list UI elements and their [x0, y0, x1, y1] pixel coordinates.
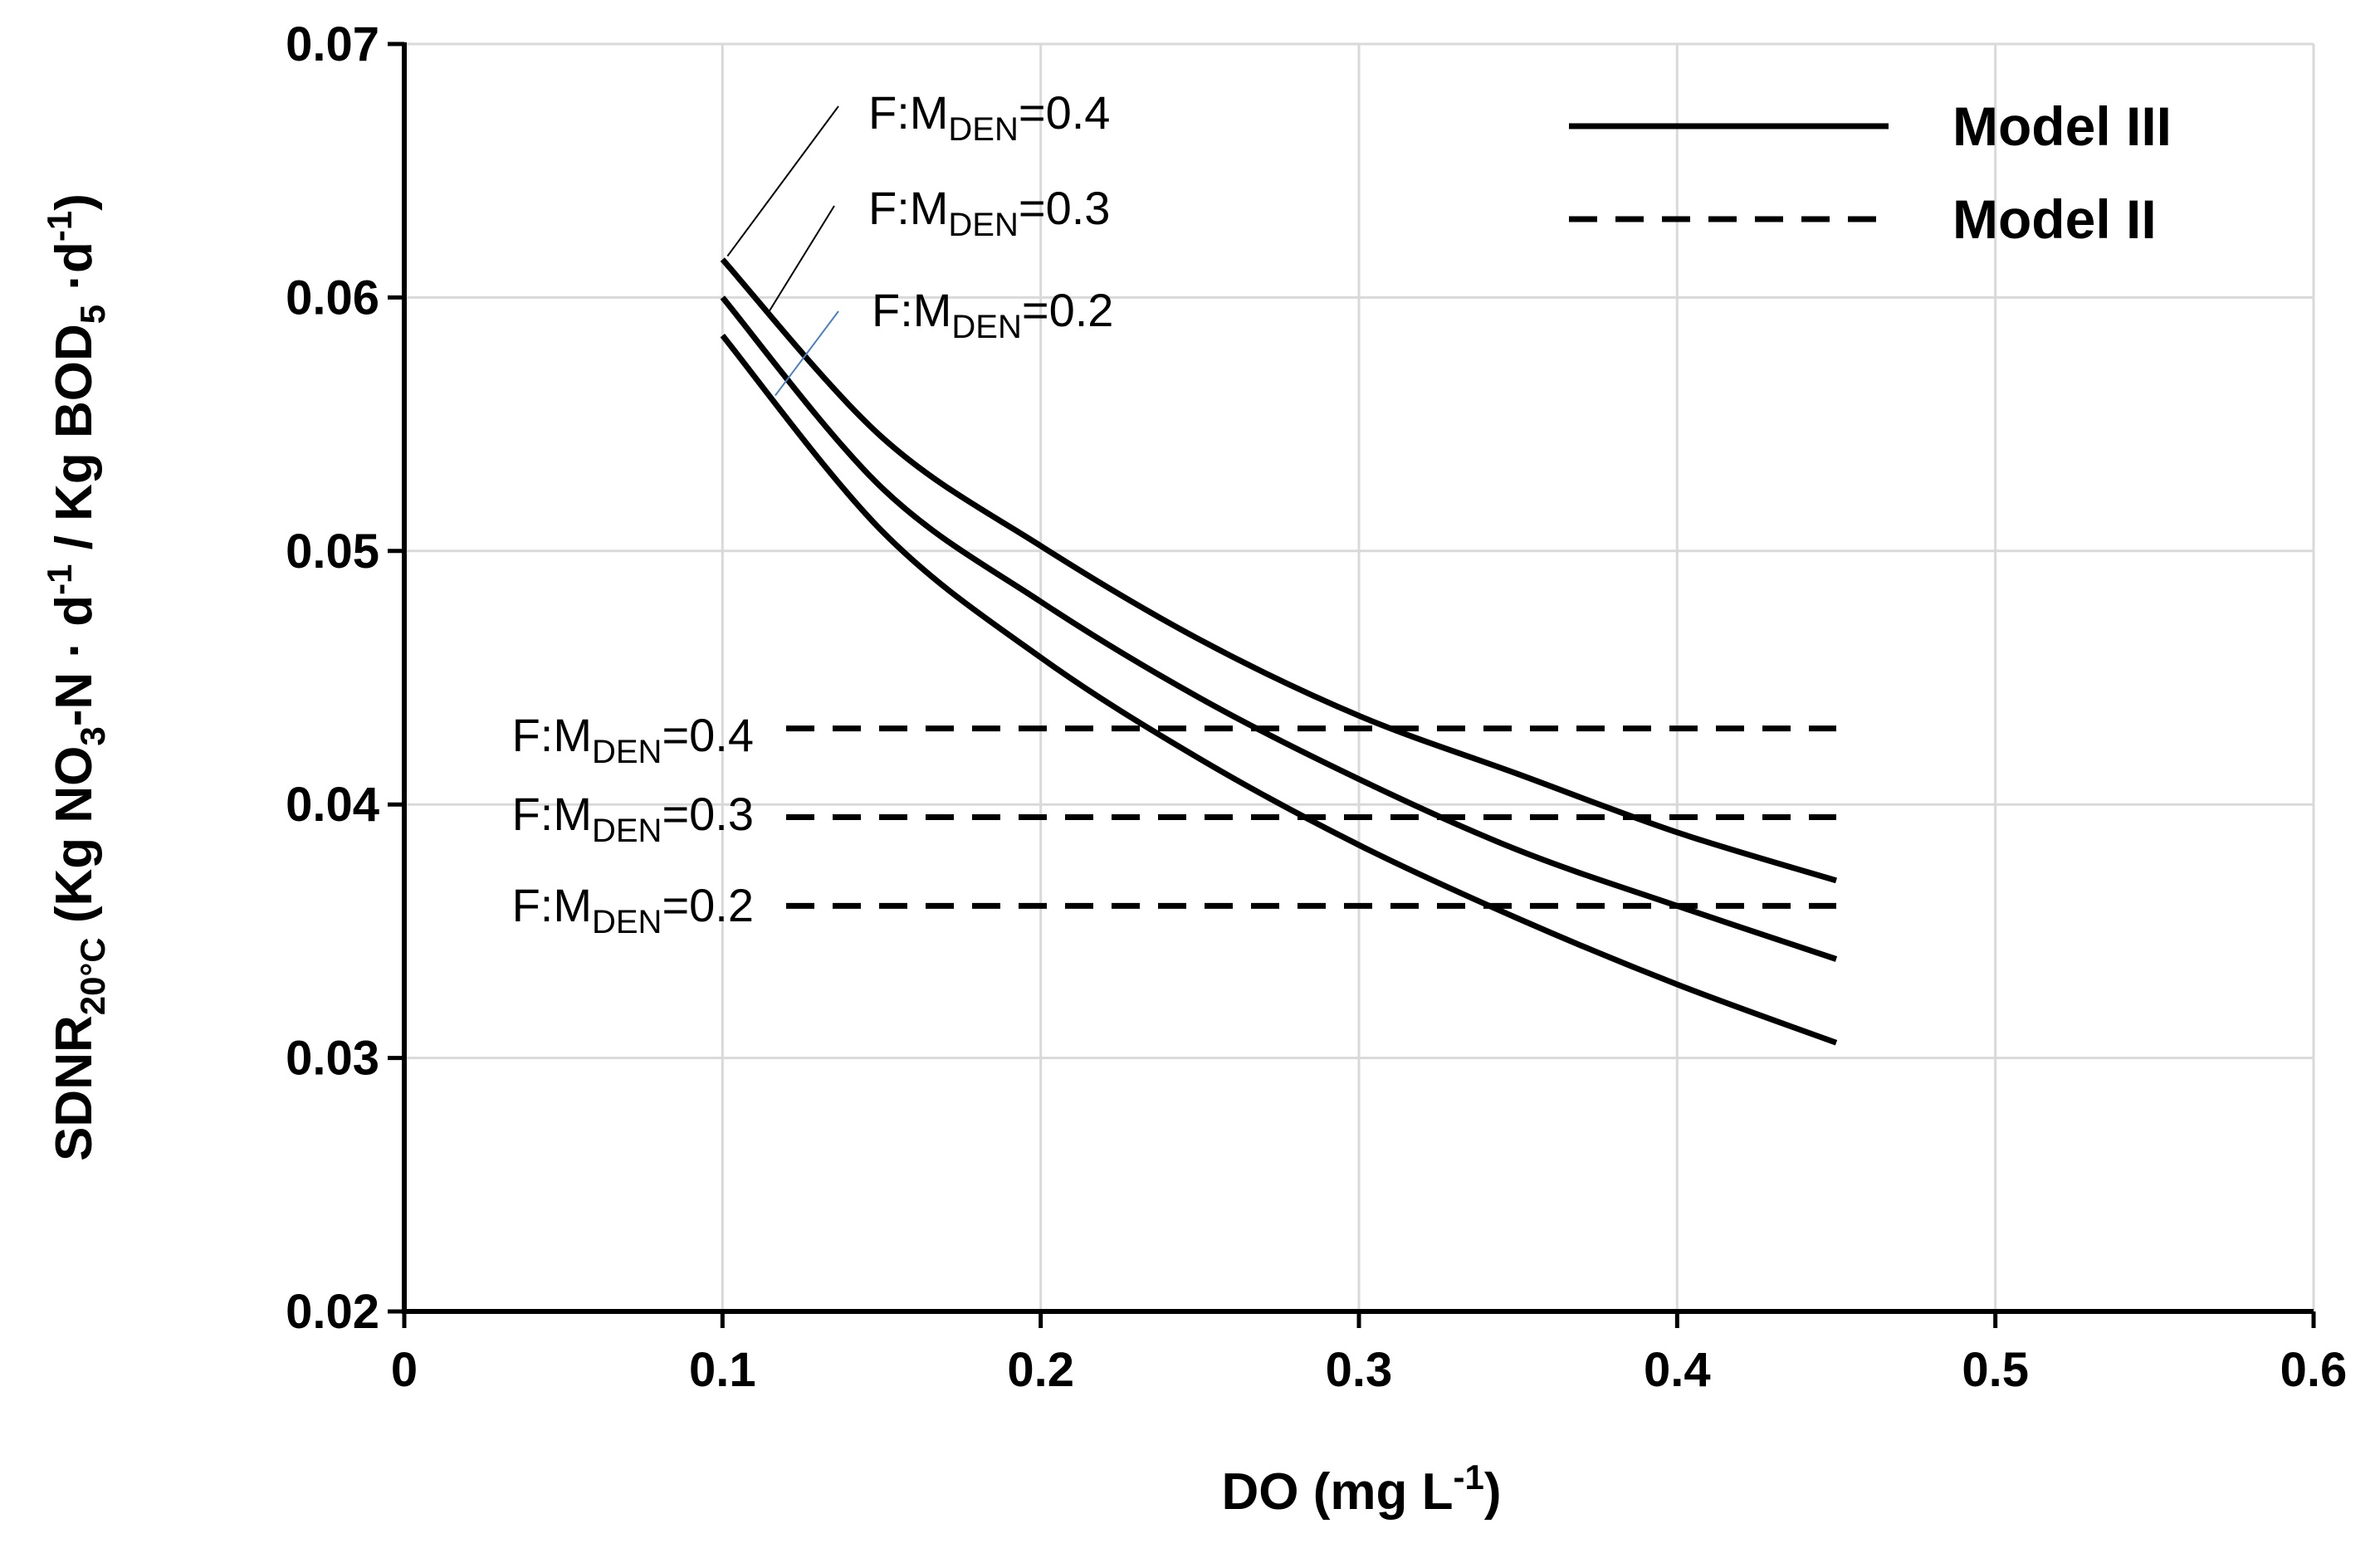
annotation-label-main: F:M: [512, 709, 592, 761]
annotation-label-sub: DEN: [592, 904, 662, 940]
axis-titles: DO (mg L-1)SDNR20°C (Kg NO3-N · d-1 / Kg…: [40, 193, 1502, 1521]
y-axis-title-sup: -1: [40, 564, 79, 595]
y-axis-title-sub: 5: [73, 305, 112, 324]
y-tick-label: 0.06: [286, 271, 379, 325]
x-axis-title-sup: -1: [1453, 1458, 1483, 1497]
annotation-leader: [775, 310, 839, 397]
annotation-label-sub: DEN: [592, 734, 662, 770]
legend: Model III Model II: [1569, 95, 2172, 250]
y-tick-label: 0.07: [286, 17, 379, 71]
annotation-label-main: F:M: [868, 182, 948, 234]
annotation-leader: [768, 205, 835, 313]
annotation-label-value: =0.3: [662, 788, 754, 840]
legend-label: Model III: [1952, 95, 2172, 157]
y-tick-label: 0.04: [286, 778, 379, 832]
x-tick-label: 0.4: [1644, 1343, 1711, 1397]
annotation-label-main: F:M: [512, 879, 592, 931]
series-line-0: [720, 257, 1838, 884]
annotation-label-sub: DEN: [948, 111, 1018, 148]
x-tick-label: 0.3: [1326, 1343, 1393, 1397]
y-axis-title-sub: 20°C: [73, 937, 112, 1015]
y-axis-title-part: (Kg NO: [46, 746, 103, 938]
annotation-label-value: =0.3: [1019, 182, 1111, 234]
y-tick-label: 0.03: [286, 1032, 379, 1086]
x-tick-label: 0.1: [689, 1343, 756, 1397]
x-tick-label: 0.2: [1007, 1343, 1074, 1397]
x-tick-label: 0.6: [2280, 1343, 2348, 1397]
annotation-label-value: =0.2: [662, 879, 754, 931]
annotation-label: F:MDEN=0.2: [872, 284, 1113, 345]
annotation-label-sub: DEN: [951, 309, 1021, 345]
y-axis-title-part: ): [46, 193, 103, 211]
y-axis-title-part: ·d: [46, 242, 103, 305]
annotation-label-sub: DEN: [948, 207, 1018, 243]
y-tick-label: 0.02: [286, 1285, 379, 1339]
series-line-2: [720, 333, 1838, 1046]
axes: 0.02 0.03 0.04 0.05 0.06 0.07 0 0.1 0.2 0.3 0.4 0.5…: [286, 17, 2347, 1397]
y-axis-title-sup: -1: [40, 211, 79, 242]
x-tick-label: 0.5: [1962, 1343, 2029, 1397]
y-axis-title-part: -N · d: [46, 595, 103, 726]
annotation-label: F:MDEN=0.4: [512, 709, 754, 770]
annotation-leader: [726, 105, 839, 257]
annotation-label-sub: DEN: [592, 813, 662, 849]
annotations: F:MDEN=0.4F:MDEN=0.3F:MDEN=0.2F:MDEN=0.4…: [512, 86, 1114, 940]
annotation-label: F:MDEN=0.4: [868, 86, 1110, 148]
gridlines: [404, 42, 2315, 1311]
legend-label: Model II: [1952, 188, 2157, 250]
y-axis-title: SDNR20°C (Kg NO3-N · d-1 / Kg BOD5 ·d-1): [40, 193, 112, 1161]
annotation-label-value: =0.2: [1022, 284, 1114, 336]
annotation-label-main: F:M: [868, 86, 948, 139]
annotation-label: F:MDEN=0.3: [512, 788, 754, 849]
series-line-1: [720, 295, 1838, 962]
annotation-label-main: F:M: [512, 788, 592, 840]
y-axis-title-sub: 3: [73, 726, 112, 745]
annotation-label-value: =0.4: [662, 709, 754, 761]
x-axis-title-main: DO (mg L: [1222, 1463, 1454, 1521]
x-axis-title: DO (mg L-1): [1222, 1458, 1502, 1521]
y-tick-label: 0.05: [286, 525, 379, 579]
x-tick-label: 0: [391, 1343, 418, 1397]
annotation-label: F:MDEN=0.3: [868, 182, 1110, 243]
x-axis-title-end: ): [1484, 1463, 1502, 1521]
y-axis-title-part: / Kg BOD: [46, 324, 103, 564]
annotation-label-value: =0.4: [1019, 86, 1111, 139]
y-axis-title-part: SDNR: [46, 1015, 103, 1161]
annotation-label: F:MDEN=0.2: [512, 879, 754, 940]
series-group: [720, 257, 1838, 1046]
annotation-label-main: F:M: [872, 284, 951, 336]
